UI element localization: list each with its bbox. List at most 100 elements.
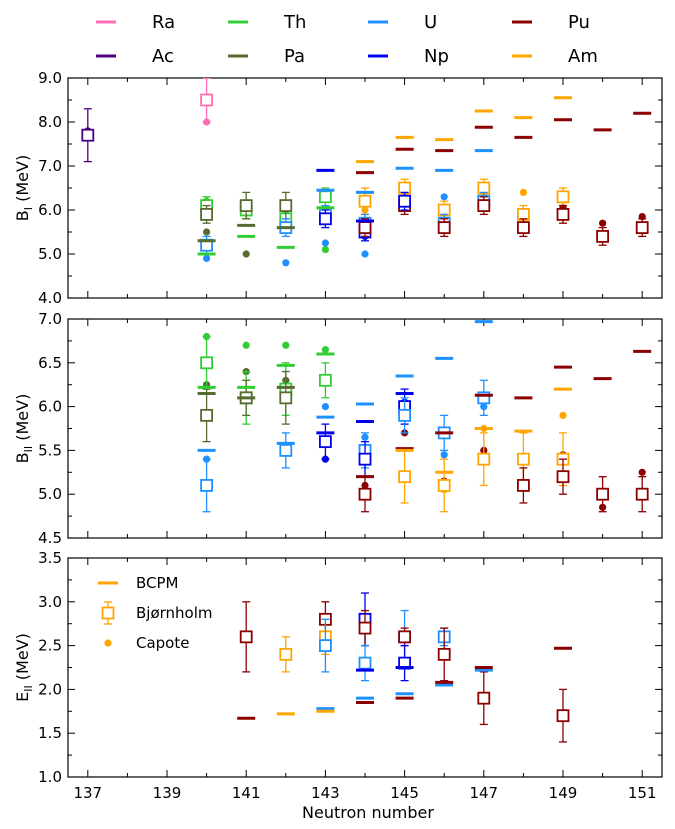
capote-point-th — [321, 246, 329, 254]
capote-point-th — [282, 341, 290, 349]
y-axis-label: EII (MeV) — [13, 633, 35, 702]
square-marker — [556, 470, 570, 484]
capote-point-u — [203, 254, 211, 262]
square-marker — [556, 207, 570, 221]
capote-point-u — [440, 451, 448, 459]
square-marker — [358, 656, 372, 670]
bjornholm-point-pu — [517, 218, 530, 238]
y-axis-label-symbol: B — [13, 210, 32, 221]
square-marker — [398, 408, 412, 422]
square-marker — [517, 479, 530, 492]
x-tick-label: 149 — [549, 784, 578, 802]
bjornholm-point-pu — [239, 601, 253, 673]
legend-label-u: U — [424, 12, 437, 33]
y-axis-label-symbol: B — [13, 452, 32, 463]
capote-point-am — [519, 188, 528, 196]
panel-isomer-energy: 1.0 1.5 2.0 2.5 3.0 3.5 137 139 141 143 145 147 149 1… — [13, 549, 663, 802]
square-marker — [200, 479, 214, 492]
bjornholm-point-pu — [596, 476, 609, 513]
square-marker — [318, 435, 332, 449]
y-tick-label: 1.0 — [38, 768, 62, 786]
y-tick-label: 5.0 — [38, 245, 62, 263]
bjornholm-point-pu — [556, 688, 570, 743]
method-legend-label: BCPM — [136, 574, 179, 592]
square-marker — [200, 93, 214, 107]
square-marker — [279, 647, 293, 661]
square-marker — [358, 221, 372, 235]
square-marker — [239, 630, 253, 644]
y-axis-label-unit: (MeV) — [13, 394, 32, 446]
bjornholm-point-th — [200, 335, 214, 390]
square-marker — [596, 229, 609, 243]
bjornholm-point-th — [318, 362, 332, 399]
square-marker — [635, 221, 649, 235]
bjornholm-point-np — [318, 209, 332, 229]
data-layer — [197, 320, 652, 513]
bjornholm-point-np — [398, 644, 412, 682]
y-axis-label-subscript: II — [22, 446, 35, 453]
data-layer — [81, 78, 652, 267]
bjornholm-point-ra — [200, 78, 214, 123]
square-marker — [517, 221, 530, 235]
capote-point-u — [361, 250, 369, 258]
y-tick-label: 2.5 — [38, 637, 62, 655]
bjornholm-point-u — [318, 618, 332, 673]
x-tick-label: 139 — [153, 784, 182, 802]
x-tick-label: 147 — [469, 784, 498, 802]
bjornholm-point-pu — [437, 627, 451, 682]
y-tick-label: 6.0 — [38, 398, 62, 416]
legend-label-ra: Ra — [152, 12, 175, 33]
square-marker — [318, 212, 332, 226]
bjornholm-point-u — [279, 432, 293, 469]
y-tick-label: 1.5 — [38, 724, 62, 742]
y-tick-label: 4.5 — [38, 529, 62, 547]
square-marker — [358, 452, 372, 466]
capote-point-u — [282, 259, 290, 267]
legend-dot — [104, 639, 112, 647]
y-tick-label: 5.5 — [38, 441, 62, 459]
y-axis-label-unit: (MeV) — [13, 155, 32, 207]
x-tick-label: 145 — [390, 784, 419, 802]
square-marker — [318, 373, 332, 387]
y-tick-label: 7.0 — [38, 310, 62, 328]
y-tick-label: 6.0 — [38, 201, 62, 219]
square-marker — [398, 470, 412, 484]
capote-point-pa — [203, 228, 211, 236]
square-marker — [358, 194, 372, 208]
bjornholm-point-u — [358, 644, 372, 682]
square-marker — [239, 199, 253, 213]
bjornholm-point-np — [398, 191, 412, 211]
bjornholm-point-pu — [398, 627, 412, 647]
square-marker — [318, 639, 332, 652]
y-axis-label: BI (MeV) — [13, 155, 35, 221]
legend-label-am: Am — [568, 46, 598, 67]
method-legend: BCPM Bjørnholm Capote — [98, 574, 213, 652]
y-tick-label: 8.0 — [38, 113, 62, 131]
bjornholm-point-pa — [200, 204, 214, 224]
square-marker — [200, 356, 214, 370]
bjornholm-point-np — [318, 423, 332, 460]
square-marker — [437, 647, 451, 661]
bjornholm-point-am — [477, 432, 491, 487]
y-tick-label: 7.0 — [38, 157, 62, 175]
square-marker — [635, 487, 649, 501]
y-tick-label: 2.0 — [38, 680, 62, 698]
y-axis-label-symbol: E — [13, 692, 32, 702]
capote-point-u — [321, 403, 329, 411]
bjornholm-point-pu — [477, 671, 491, 726]
bjornholm-point-u — [477, 379, 491, 417]
square-marker — [596, 487, 609, 501]
square-marker — [358, 621, 372, 635]
y-tick-label: 4.0 — [38, 289, 62, 307]
method-legend-item: Capote — [104, 634, 189, 652]
legend-label-ac: Ac — [152, 46, 174, 67]
legend-label-pa: Pa — [284, 46, 305, 67]
bjornholm-point-u — [398, 397, 412, 434]
square-marker — [477, 199, 491, 213]
y-tick-label: 5.0 — [38, 485, 62, 503]
square-marker — [556, 190, 570, 204]
y-axis-label-subscript: I — [22, 207, 35, 210]
square-marker — [398, 194, 412, 208]
square-marker — [437, 221, 451, 235]
